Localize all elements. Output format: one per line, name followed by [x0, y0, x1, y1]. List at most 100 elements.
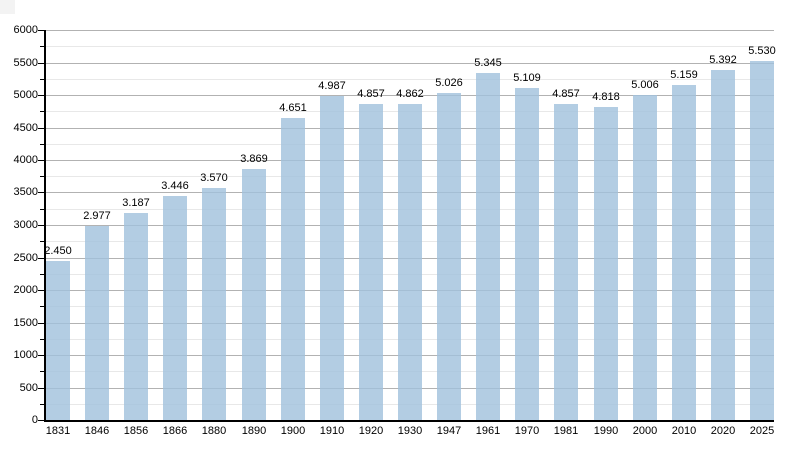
y-axis-line	[44, 30, 46, 422]
y-axis-tick-label: 500	[19, 382, 38, 394]
x-axis-category-label: 1890	[241, 425, 267, 437]
y-axis-major-tick	[38, 192, 44, 193]
y-axis-major-tick	[38, 160, 44, 161]
gridline-major	[46, 30, 774, 31]
bar-1981	[554, 104, 578, 420]
y-axis-tick-label: 0	[31, 414, 38, 426]
y-axis-tick-label: 4500	[13, 122, 38, 134]
bar-1856	[124, 213, 148, 420]
x-axis-category-label: 1981	[553, 425, 579, 437]
y-axis-major-tick	[38, 128, 44, 129]
gridline-major	[46, 63, 774, 64]
y-axis-tick-label: 2500	[13, 252, 38, 264]
y-axis-tick-label: 5000	[13, 89, 38, 101]
bar-value-label: 5.006	[631, 79, 659, 91]
x-axis-category-label: 1920	[358, 425, 384, 437]
y-axis-minor-tick	[40, 274, 44, 275]
x-axis-category-label: 1831	[45, 425, 71, 437]
bar-2020	[711, 70, 735, 420]
y-axis-major-tick	[38, 355, 44, 356]
y-axis-minor-tick	[40, 306, 44, 307]
bar-2010	[672, 85, 696, 420]
bar-1947	[437, 93, 461, 420]
bar-value-label: 5.530	[748, 45, 776, 57]
bar-value-label: 2.977	[83, 210, 111, 222]
gridline-minor	[46, 46, 774, 47]
bar-value-label: 3.570	[200, 172, 228, 184]
bar-2025	[750, 61, 774, 420]
bar-value-label: 4.857	[357, 88, 385, 100]
y-axis-major-tick	[38, 290, 44, 291]
bar-1846	[85, 226, 109, 420]
x-axis-category-label: 1866	[162, 425, 188, 437]
bar-value-label: 4.857	[552, 88, 580, 100]
x-axis-category-label: 2025	[749, 425, 775, 437]
x-axis-line	[44, 420, 774, 422]
bar-value-label: 3.187	[122, 197, 150, 209]
x-axis-category-label: 2020	[710, 425, 736, 437]
bar-1890	[242, 169, 266, 420]
bar-1930	[398, 104, 422, 420]
x-axis-category-label: 1961	[475, 425, 501, 437]
y-axis-minor-tick	[40, 404, 44, 405]
y-axis-minor-tick	[40, 371, 44, 372]
bar-1961	[476, 73, 500, 420]
y-axis-major-tick	[38, 30, 44, 31]
bar-1920	[359, 104, 383, 420]
bar-value-label: 5.345	[474, 57, 502, 69]
y-axis-tick-label: 3500	[13, 186, 38, 198]
y-axis-major-tick	[38, 420, 44, 421]
corner-artifact	[0, 0, 15, 14]
x-axis-category-label: 1930	[397, 425, 423, 437]
y-axis-tick-label: 2000	[13, 284, 38, 296]
y-axis-minor-tick	[40, 111, 44, 112]
x-axis-category-label: 2000	[632, 425, 658, 437]
y-axis-major-tick	[38, 63, 44, 64]
y-axis-minor-tick	[40, 79, 44, 80]
y-axis-tick-label: 6000	[13, 24, 38, 36]
y-axis-major-tick	[38, 225, 44, 226]
y-axis-tick-label: 3000	[13, 219, 38, 231]
bar-value-label: 5.026	[435, 77, 463, 89]
bar-2000	[633, 95, 657, 420]
bar-1990	[594, 107, 618, 420]
y-axis-tick-label: 1000	[13, 349, 38, 361]
x-axis-category-label: 1947	[436, 425, 462, 437]
bar-value-label: 4.987	[318, 80, 346, 92]
x-axis-category-label: 1990	[593, 425, 619, 437]
y-axis-major-tick	[38, 95, 44, 96]
bar-1910	[320, 96, 344, 420]
bar-value-label: 5.392	[709, 54, 737, 66]
y-axis-minor-tick	[40, 241, 44, 242]
bar-value-label: 4.862	[396, 88, 424, 100]
y-axis-minor-tick	[40, 46, 44, 47]
bar-1900	[281, 118, 305, 420]
x-axis-category-label: 2010	[671, 425, 697, 437]
bar-value-label: 4.651	[279, 102, 307, 114]
y-axis-minor-tick	[40, 209, 44, 210]
bar-value-label: 3.869	[240, 153, 268, 165]
bar-1831	[46, 261, 70, 420]
y-axis-tick-label: 5500	[13, 57, 38, 69]
bar-value-label: 3.446	[161, 180, 189, 192]
y-axis-major-tick	[38, 258, 44, 259]
y-axis-tick-label: 1500	[13, 317, 38, 329]
bar-1866	[163, 196, 187, 420]
x-axis-category-label: 1880	[201, 425, 227, 437]
y-axis-minor-tick	[40, 176, 44, 177]
bar-value-label: 5.109	[513, 72, 541, 84]
x-axis-category-label: 1900	[280, 425, 306, 437]
y-axis-major-tick	[38, 323, 44, 324]
y-axis-minor-tick	[40, 339, 44, 340]
x-axis-category-label: 1846	[84, 425, 110, 437]
bar-1970	[515, 88, 539, 420]
bar-value-label: 5.159	[670, 69, 698, 81]
bar-1880	[202, 188, 226, 420]
x-axis-category-label: 1970	[514, 425, 540, 437]
bar-value-label: 2.450	[44, 245, 72, 257]
x-axis-category-label: 1910	[319, 425, 345, 437]
bar-value-label: 4.818	[592, 91, 620, 103]
y-axis-major-tick	[38, 388, 44, 389]
y-axis-tick-label: 4000	[13, 154, 38, 166]
